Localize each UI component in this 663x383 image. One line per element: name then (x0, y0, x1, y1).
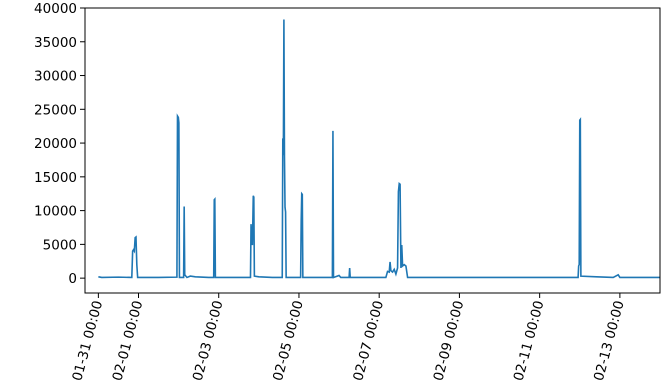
plot-frame (84, 7, 661, 294)
y-tick-label: 40000 (34, 1, 77, 17)
y-tick-label: 30000 (34, 69, 77, 85)
y-tick-label: 10000 (34, 204, 77, 220)
x-tick-label: 02-01 00:00 (110, 299, 147, 383)
x-tick-label: 01-31 00:00 (69, 299, 106, 383)
y-tick-label: 25000 (34, 102, 77, 118)
series-layer (98, 19, 660, 279)
y-tick-label: 5000 (43, 237, 77, 253)
y-tick-label: 0 (68, 271, 77, 287)
y-axis-ticks: 0 5000 10000 15000 20000 25000 30000 35000 40000 (34, 1, 85, 287)
x-tick-label: 02-13 00:00 (591, 299, 628, 383)
x-tick-label: 02-09 00:00 (430, 299, 467, 383)
x-tick-label: 02-05 00:00 (270, 299, 307, 383)
x-tick-label: 02-11 00:00 (511, 299, 548, 383)
y-tick-label: 20000 (34, 136, 77, 152)
series-line (98, 19, 660, 279)
y-tick-label: 15000 (34, 170, 77, 186)
x-tick-label: 02-07 00:00 (350, 299, 387, 383)
x-tick-label: 02-03 00:00 (190, 299, 227, 383)
x-axis-ticks: 01-31 00:00 02-01 00:00 02-03 00:00 02-05 0… (69, 293, 628, 383)
y-tick-label: 35000 (34, 35, 77, 51)
